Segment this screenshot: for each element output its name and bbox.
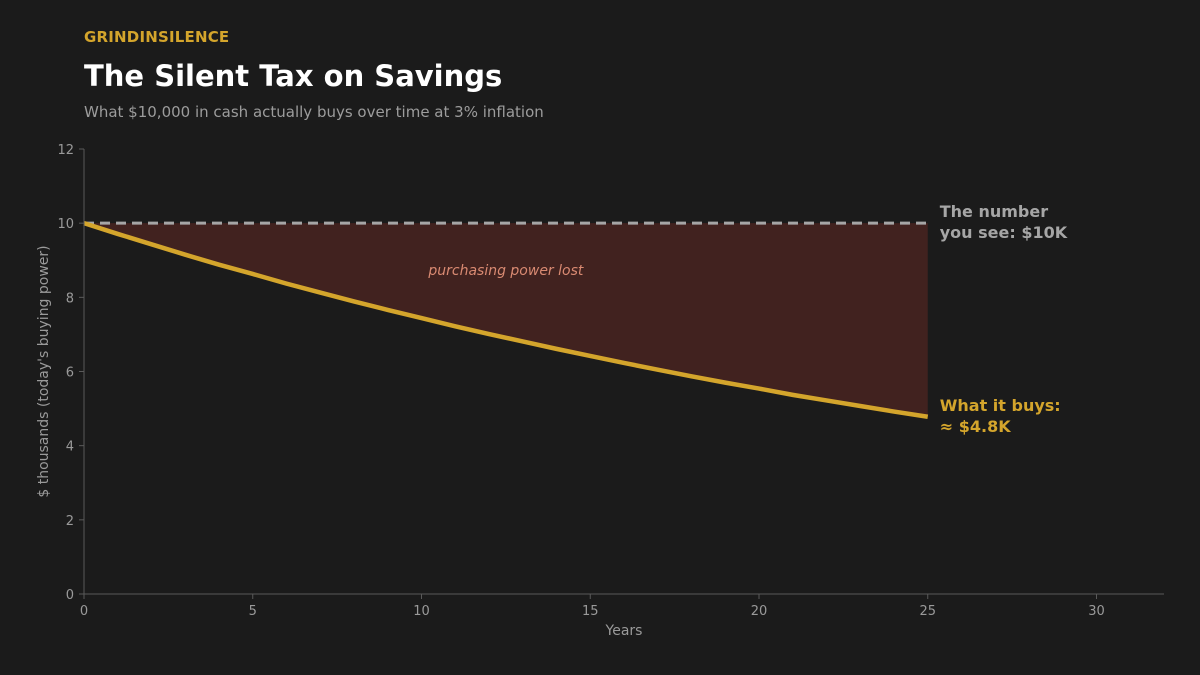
- x-axis-label: Years: [605, 623, 643, 639]
- y-tick-label: 10: [57, 217, 74, 232]
- real-value-line: [83, 221, 929, 419]
- x-tick-label: 15: [582, 604, 599, 619]
- x-tick-label: 0: [80, 604, 88, 619]
- end-value-annotation: ≈ $4.8K: [940, 417, 1011, 436]
- y-tick-label: 6: [66, 366, 74, 381]
- brand-label: GRINDINSILENCE: [84, 28, 230, 46]
- loss-region: [84, 223, 928, 417]
- y-tick-label: 12: [57, 143, 74, 158]
- annotations: purchasing power lost The number you see: …: [427, 202, 1067, 436]
- y-tick-label: 0: [66, 588, 74, 603]
- x-tick-label: 30: [1088, 604, 1105, 619]
- x-tick-label: 20: [751, 604, 768, 619]
- end-value-annotation: What it buys:: [940, 396, 1061, 415]
- y-tick-label: 8: [66, 291, 74, 306]
- y-tick-label: 2: [66, 514, 74, 529]
- plot-area: [83, 221, 929, 419]
- x-tick-label: 25: [919, 604, 936, 619]
- axes: 0 5 10 15 20 25 30 0 2 4 6 8 10 12 Years $ thousands (t…: [36, 143, 1164, 639]
- y-tick-label: 4: [66, 440, 74, 455]
- baseline-annotation: The number: [940, 202, 1048, 221]
- page-subtitle: What $10,000 in cash actually buys over …: [84, 103, 544, 121]
- y-axis-label: $ thousands (today's buying power): [36, 245, 52, 497]
- baseline-annotation: you see: $10K: [940, 223, 1068, 242]
- loss-region-label: purchasing power lost: [427, 263, 584, 279]
- x-tick-label: 10: [413, 604, 430, 619]
- page-title: The Silent Tax on Savings: [84, 59, 503, 93]
- x-tick-label: 5: [249, 604, 257, 619]
